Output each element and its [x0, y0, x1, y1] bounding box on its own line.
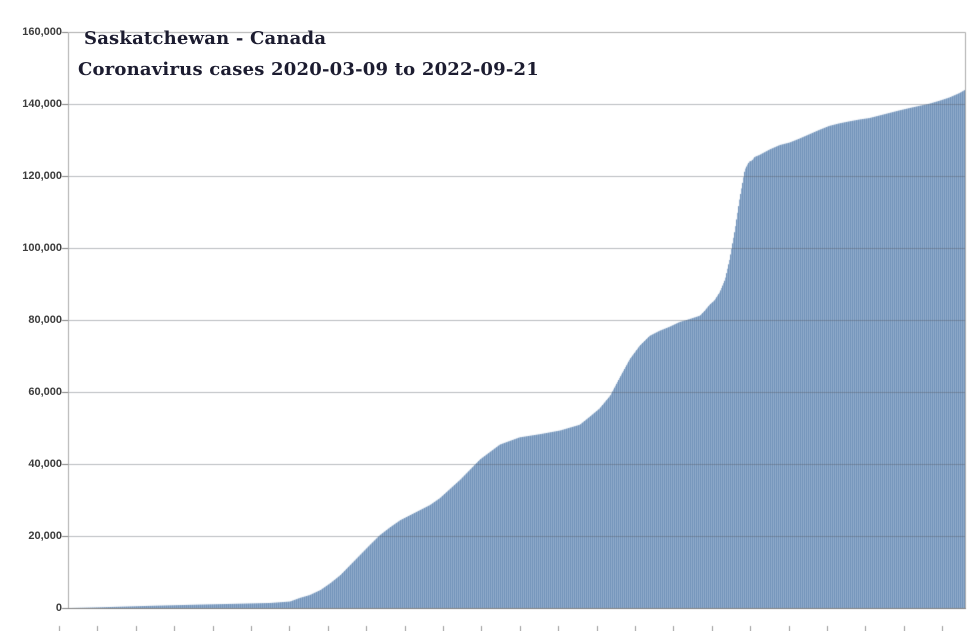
y-axis-tick-label: 40,000 — [28, 457, 62, 470]
chart-subtitle: Coronavirus cases 2020-03-09 to 2022-09-… — [78, 59, 539, 80]
y-axis-tick-label: 60,000 — [28, 385, 62, 398]
y-axis-tick-label: 120,000 — [22, 169, 62, 182]
y-axis-tick-label: 20,000 — [28, 529, 62, 542]
y-axis-tick-label: 100,000 — [22, 241, 62, 254]
y-axis-tick-label: 80,000 — [28, 313, 62, 326]
chart-title: Saskatchewan - Canada — [84, 28, 327, 49]
y-axis-tick-label: 140,000 — [22, 97, 62, 110]
y-axis-tick-label: 0 — [55, 601, 62, 614]
y-axis-tick-label: 160,000 — [22, 25, 62, 38]
